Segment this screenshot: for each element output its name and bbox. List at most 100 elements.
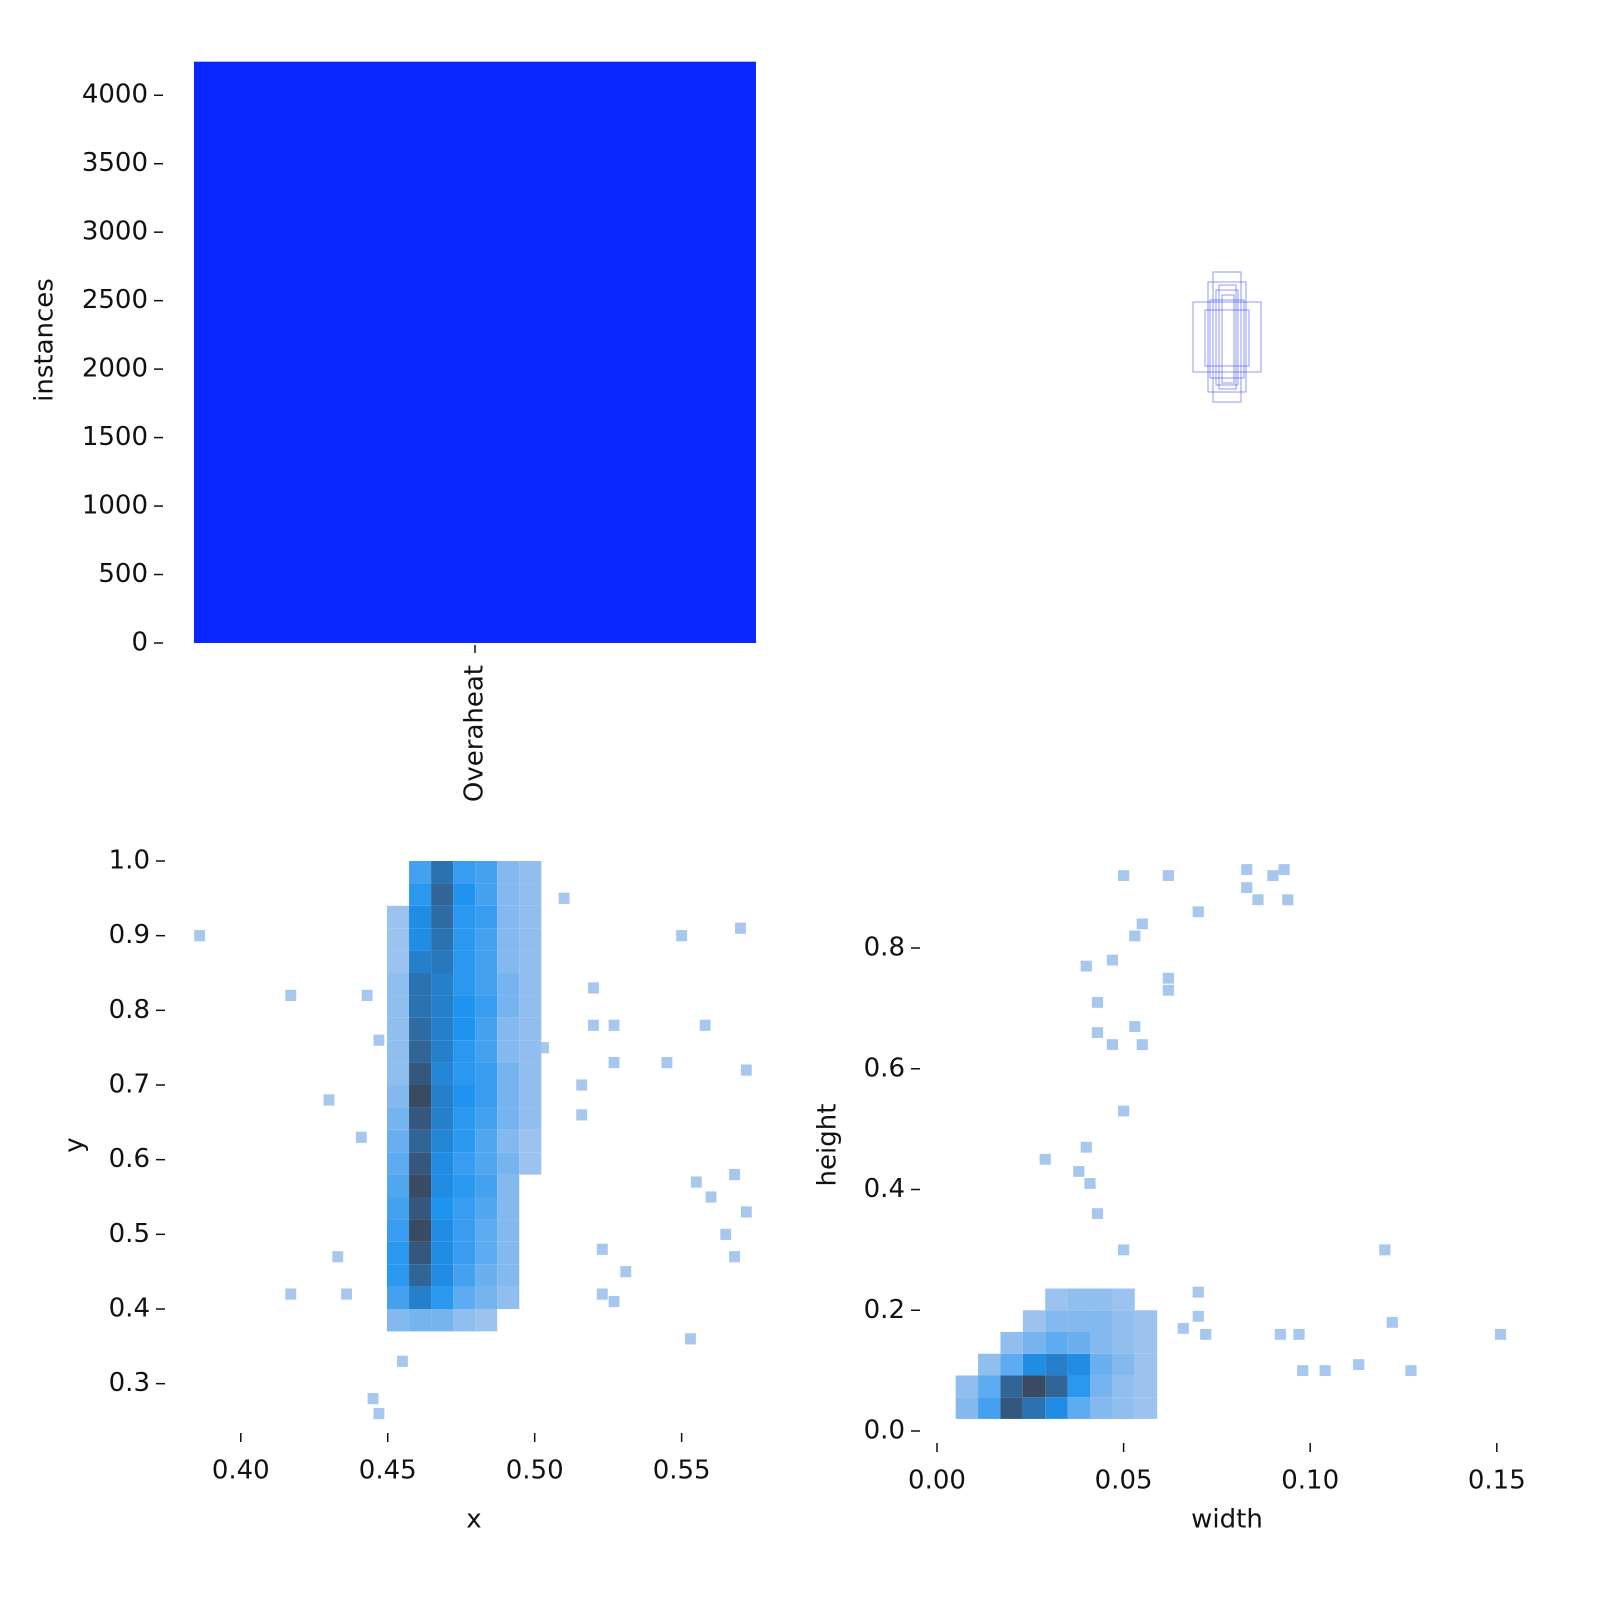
hist-cell: [475, 950, 498, 973]
hist-cell: [1067, 1353, 1091, 1376]
hist-cell: [1067, 1310, 1091, 1332]
hist-cell: [608, 1057, 620, 1069]
hist-cell: [497, 1152, 520, 1175]
hist-cell: [409, 928, 432, 951]
x-tick-label: 0.50: [506, 1456, 564, 1486]
hist-cell: [409, 1174, 432, 1197]
hist-cell: [373, 1034, 385, 1046]
y-tick-label: 0.7: [109, 1070, 150, 1100]
hist-cell: [497, 1219, 520, 1242]
hist-cell: [588, 982, 599, 994]
hist-cell: [453, 905, 476, 929]
y-tick-label: 0.5: [109, 1219, 150, 1249]
hist-cell: [1162, 972, 1174, 984]
y-tick-label: 2000: [82, 354, 148, 384]
hist-cell: [519, 861, 542, 884]
hist-cell: [387, 1219, 410, 1242]
hist-cell: [475, 1107, 498, 1130]
hist-cell: [409, 1062, 432, 1085]
hist-cell: [1022, 1397, 1046, 1419]
y-tick-label: 0.4: [864, 1174, 905, 1204]
hist-cell: [676, 930, 688, 942]
hist-cell: [519, 1062, 542, 1085]
hist-cell: [1405, 1365, 1417, 1377]
hist-cell: [431, 1085, 454, 1108]
hist-cell: [387, 928, 410, 951]
hist-cell: [409, 1152, 432, 1175]
hist-cell: [453, 1174, 476, 1197]
hist-cell: [1000, 1331, 1023, 1354]
y-tick-label: 0.6: [109, 1144, 150, 1174]
hist-cell: [1000, 1397, 1023, 1419]
hist-cell: [978, 1397, 1001, 1419]
box-overlay: [1192, 271, 1262, 403]
hist-cell: [576, 1079, 588, 1091]
hist-cell: [367, 1393, 379, 1405]
hist-cell: [497, 1241, 520, 1265]
hist-cell: [1112, 1310, 1135, 1332]
hist-cell: [497, 1197, 520, 1220]
hist-cell: [1045, 1331, 1068, 1354]
hist-cell: [1282, 894, 1294, 906]
hist-cell: [409, 1309, 432, 1332]
hist-cell: [1353, 1359, 1365, 1371]
y-tick-label: 1000: [82, 491, 148, 521]
hist-cell: [519, 1152, 542, 1175]
hist-cell: [285, 1288, 297, 1300]
hist-cell: [538, 1042, 549, 1054]
hist-cell: [978, 1353, 1001, 1376]
hist-cell: [1129, 930, 1141, 942]
hist-cell: [699, 1019, 711, 1031]
hist-cell: [409, 1017, 432, 1041]
hist-cell: [1379, 1244, 1391, 1256]
hist-cell: [475, 1219, 498, 1242]
x-tick-label: 0.05: [1095, 1466, 1153, 1496]
x-tick-label: 0.40: [212, 1456, 270, 1486]
hist-cell: [497, 995, 520, 1018]
hist-cell: [409, 883, 432, 906]
hist-cell: [396, 1355, 408, 1367]
hist-cell: [475, 905, 498, 929]
hist-cell: [431, 950, 454, 973]
hist-cell: [1241, 864, 1253, 875]
hist-cell: [1022, 1310, 1046, 1332]
hist-cell: [431, 1040, 454, 1063]
hist-cell: [608, 1019, 620, 1031]
hist-cell: [497, 883, 520, 906]
hist-cell: [1067, 1397, 1091, 1419]
hist-cell: [1045, 1288, 1068, 1311]
hist-cell: [1080, 1141, 1092, 1153]
bar: [193, 61, 756, 644]
hist-cell: [1084, 1178, 1096, 1189]
hist-cell: [453, 1264, 476, 1287]
hist-cell: [1267, 870, 1279, 882]
hist-cell: [409, 1286, 432, 1309]
box: [1192, 301, 1262, 373]
hist-cell: [431, 1017, 454, 1041]
hist-cell: [1134, 1310, 1158, 1332]
hist-cell: [409, 861, 432, 884]
hist-cell: [1297, 1365, 1309, 1377]
hist-cell: [431, 1152, 454, 1175]
hist-cell: [431, 973, 454, 996]
hist-cell: [1000, 1375, 1023, 1398]
hist-cell: [1090, 1310, 1113, 1332]
hist-cell: [1112, 1397, 1135, 1419]
hist-cell: [387, 995, 410, 1018]
hist-cell: [387, 1107, 410, 1130]
hist-cell: [373, 1407, 385, 1420]
hist-cell: [387, 950, 410, 973]
x-tick-label: Overaheat: [460, 665, 490, 802]
hist-cell: [409, 950, 432, 973]
hist-cell: [387, 905, 410, 929]
x-tick-label: 0.15: [1468, 1466, 1526, 1496]
y-tick-label: 1.0: [109, 846, 150, 876]
y-tick-label: 0: [131, 628, 148, 658]
hist-cell: [1162, 870, 1174, 882]
box: [1221, 294, 1235, 384]
hist-cell: [497, 950, 520, 973]
y-tick-label: 0.6: [864, 1053, 905, 1083]
hist-cell: [387, 1152, 410, 1175]
hist-cell: [519, 1017, 542, 1041]
hist-cell: [497, 1017, 520, 1041]
